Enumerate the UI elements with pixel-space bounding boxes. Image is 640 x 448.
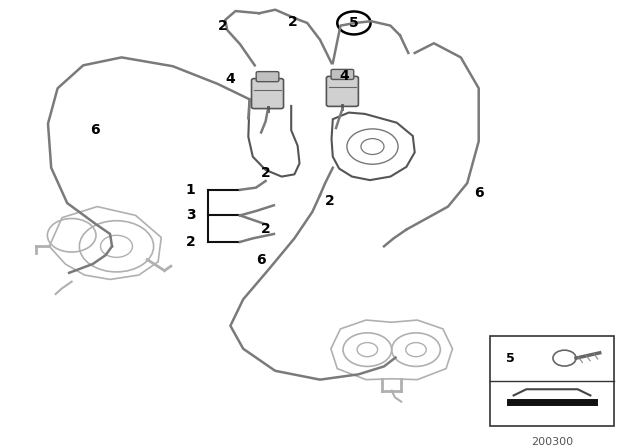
Text: 6: 6 <box>256 254 266 267</box>
Text: 6: 6 <box>90 123 100 137</box>
FancyBboxPatch shape <box>256 72 279 82</box>
Text: 2: 2 <box>218 19 228 33</box>
Text: 200300: 200300 <box>531 437 573 447</box>
Text: 6: 6 <box>474 186 484 200</box>
Text: 5: 5 <box>506 352 515 365</box>
Text: 4: 4 <box>225 72 236 86</box>
Text: 4: 4 <box>339 69 349 83</box>
Text: 3: 3 <box>186 208 196 222</box>
FancyBboxPatch shape <box>331 69 354 79</box>
FancyBboxPatch shape <box>252 78 284 108</box>
FancyBboxPatch shape <box>326 76 358 106</box>
Text: 5: 5 <box>349 16 359 30</box>
Text: 2: 2 <box>186 235 196 249</box>
Text: 2: 2 <box>324 194 335 208</box>
Text: 2: 2 <box>288 15 298 29</box>
Text: 2: 2 <box>260 222 271 236</box>
Text: 2: 2 <box>260 166 271 180</box>
Text: 1: 1 <box>186 183 196 197</box>
Bar <box>490 336 614 426</box>
